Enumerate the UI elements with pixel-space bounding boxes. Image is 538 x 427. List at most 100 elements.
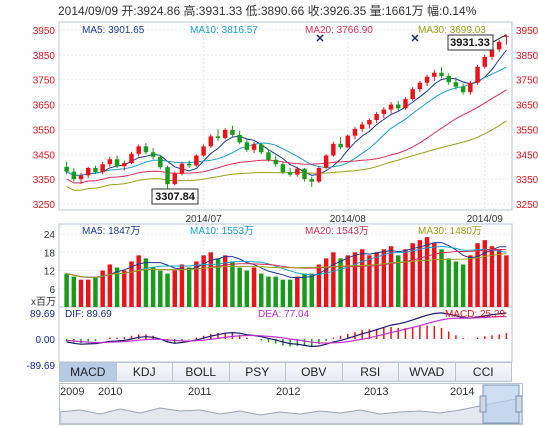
macd-y-tick: 89.69 bbox=[30, 309, 55, 320]
macd-y-tick: 0.00 bbox=[36, 335, 56, 346]
quote-high: 高:3931.33 bbox=[183, 4, 243, 18]
quote-close: 收:3926.35 bbox=[307, 4, 367, 18]
volume-bar bbox=[388, 246, 394, 307]
volume-bar bbox=[352, 252, 358, 307]
volume-ma-label-1: MA5: 1847万 bbox=[82, 226, 140, 237]
volume-y-tick: 18 bbox=[44, 248, 56, 259]
volume-bar bbox=[460, 264, 466, 307]
tab-obv[interactable]: OBV bbox=[286, 362, 343, 382]
quote-change: 幅:0.14% bbox=[427, 4, 477, 18]
tab-cci[interactable]: CCI bbox=[455, 362, 512, 382]
volume-ma-label-4: MA30: 1480万 bbox=[418, 226, 482, 237]
volume-bar bbox=[359, 249, 365, 307]
volume-bar bbox=[410, 243, 415, 307]
volume-ma-label-3: MA20: 1543万 bbox=[305, 226, 369, 237]
price-ma-label-1: MA5: 3901.65 bbox=[82, 25, 145, 36]
volume-bar bbox=[266, 276, 271, 307]
price-y-tick-right: 3450 bbox=[516, 150, 538, 161]
candle-body bbox=[107, 159, 113, 165]
candle-body bbox=[504, 35, 509, 37]
high-annotation-leader bbox=[492, 34, 507, 43]
tab-rsi[interactable]: RSI bbox=[342, 362, 399, 382]
volume-bar bbox=[331, 252, 336, 307]
candle-body bbox=[186, 163, 192, 166]
volume-bar bbox=[179, 264, 185, 307]
price-y-tick-left: 3350 bbox=[33, 175, 56, 186]
candle-body bbox=[316, 167, 322, 182]
price-y-tick-left: 3450 bbox=[33, 150, 56, 161]
candle-body bbox=[323, 155, 329, 168]
volume-bar bbox=[107, 264, 113, 307]
volume-bar bbox=[259, 273, 264, 307]
candle-body bbox=[475, 66, 480, 83]
price-y-tick-right: 3850 bbox=[516, 51, 538, 62]
candle-body bbox=[381, 109, 387, 115]
tab-kdj[interactable]: KDJ bbox=[116, 362, 173, 382]
tab-psy[interactable]: PSY bbox=[229, 362, 286, 382]
price-y-tick-right: 3550 bbox=[516, 125, 538, 136]
candle-body bbox=[122, 162, 127, 167]
volume-bar bbox=[489, 246, 495, 307]
candle-body bbox=[266, 152, 271, 160]
volume-bar bbox=[129, 261, 134, 307]
candle-body bbox=[71, 171, 77, 180]
volume-y-tick: 6 bbox=[49, 285, 55, 296]
price-y-tick-left: 3850 bbox=[33, 51, 56, 62]
volume-bar bbox=[186, 267, 192, 307]
candle-body bbox=[194, 155, 199, 166]
candle-body bbox=[165, 167, 170, 185]
candle-body bbox=[259, 144, 264, 153]
quote-volume: 量:1661万 bbox=[369, 4, 424, 18]
candle-body bbox=[446, 75, 451, 83]
nav-year-2009: 2009 bbox=[60, 386, 85, 398]
volume-bar bbox=[64, 273, 69, 307]
high-annotation-value: 3931.33 bbox=[450, 37, 490, 49]
candle-body bbox=[215, 136, 221, 139]
candle-body bbox=[129, 153, 134, 163]
event-marker-icon bbox=[411, 34, 419, 42]
price-y-tick-left: 3650 bbox=[33, 101, 56, 112]
price-ma-label-2: MA10: 3816.57 bbox=[190, 25, 258, 36]
volume-ma-label-2: MA10: 1553万 bbox=[190, 226, 254, 237]
candle-body bbox=[374, 114, 379, 120]
candle-body bbox=[114, 159, 120, 167]
candle-body bbox=[143, 146, 149, 153]
candle-body bbox=[237, 134, 242, 143]
volume-bar bbox=[215, 258, 221, 307]
candle-body bbox=[352, 128, 358, 136]
candle-body bbox=[64, 166, 69, 172]
candle-body bbox=[93, 167, 98, 173]
nav-year-2011: 2011 bbox=[188, 386, 212, 398]
price-panel-frame bbox=[58, 21, 513, 211]
volume-bar bbox=[287, 279, 293, 307]
navigator-left-handle[interactable] bbox=[479, 395, 487, 413]
candle-body bbox=[244, 142, 250, 150]
nav-year-2013: 2013 bbox=[364, 386, 389, 398]
candle-body bbox=[287, 172, 293, 175]
candle-body bbox=[403, 99, 408, 109]
price-y-tick-left: 3950 bbox=[33, 26, 56, 37]
tab-macd[interactable]: MACD bbox=[59, 362, 117, 382]
candle-body bbox=[396, 104, 401, 109]
candle-body bbox=[388, 104, 394, 110]
volume-bar bbox=[323, 258, 329, 307]
price-y-tick-left: 3250 bbox=[33, 200, 56, 211]
tab-wvad[interactable]: WVAD bbox=[399, 362, 456, 382]
time-navigator[interactable]: 2009 2010 2011 2012 2013 2014 bbox=[59, 383, 523, 425]
candle-body bbox=[295, 168, 300, 175]
candle-body bbox=[496, 41, 502, 50]
volume-bar bbox=[417, 240, 423, 307]
volume-bar bbox=[194, 261, 199, 307]
volume-bar bbox=[78, 279, 84, 307]
volume-bar bbox=[230, 261, 235, 307]
price-y-tick-left: 3550 bbox=[33, 125, 56, 136]
nav-year-2014: 2014 bbox=[450, 386, 475, 398]
candle-body bbox=[201, 146, 206, 156]
candle-body bbox=[489, 49, 495, 57]
volume-bar bbox=[295, 276, 300, 307]
navigator-right-handle[interactable] bbox=[515, 395, 522, 413]
volume-bar bbox=[93, 276, 98, 307]
tab-boll[interactable]: BOLL bbox=[173, 362, 230, 382]
nav-year-2012: 2012 bbox=[276, 386, 301, 398]
volume-bar bbox=[316, 264, 322, 307]
